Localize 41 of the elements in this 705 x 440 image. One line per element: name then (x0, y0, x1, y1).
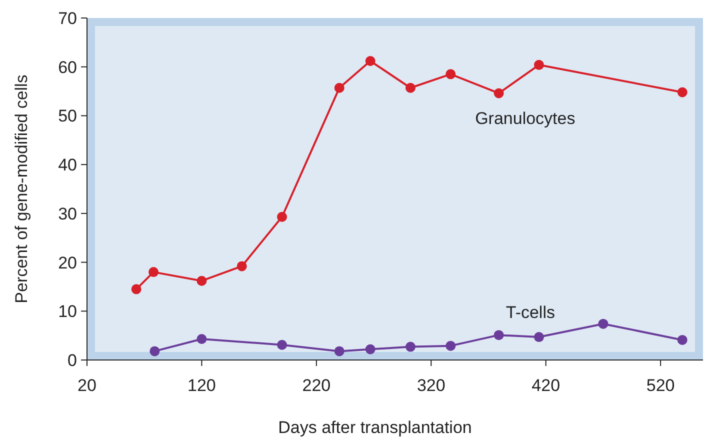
point (236, 261, 247, 272)
point (534, 60, 544, 70)
series-label: Granulocytes (475, 109, 576, 128)
x-tick-label: 220 (302, 376, 331, 395)
point (277, 340, 288, 350)
y-tick-label: 70 (58, 9, 77, 28)
point (196, 334, 207, 344)
x-tick-label: 120 (188, 376, 216, 395)
point (150, 346, 160, 356)
point (405, 342, 416, 352)
x-axis-title: Days after transplantation (278, 418, 472, 437)
y-tick-label: 0 (68, 351, 77, 370)
point (494, 88, 504, 98)
point (405, 82, 416, 93)
point (334, 82, 344, 93)
point (334, 346, 344, 356)
point (534, 332, 544, 342)
point (196, 276, 207, 286)
x-tick-label: 20 (78, 376, 96, 395)
x-tick-label: 320 (416, 376, 446, 395)
y-tick-label: 40 (58, 156, 77, 175)
point (131, 284, 142, 294)
point (446, 340, 456, 351)
series-label: T-cells (506, 302, 556, 322)
x-tick-label: 520 (646, 376, 675, 395)
point (365, 56, 376, 66)
point (365, 344, 376, 354)
y-tick-label: 20 (58, 253, 77, 272)
point (446, 69, 456, 80)
point (677, 87, 688, 98)
point (494, 330, 504, 340)
point (598, 318, 608, 329)
x-tick-label: 420 (532, 376, 560, 395)
y-tick-label: 10 (58, 302, 77, 322)
point (677, 334, 688, 345)
y-tick-label: 50 (58, 106, 77, 126)
y-axis-title: Percent of gene-modified cells (12, 74, 31, 304)
y-tick-label: 30 (58, 204, 77, 224)
point (277, 212, 288, 222)
y-tick-label: 60 (58, 58, 77, 77)
point (148, 267, 159, 278)
